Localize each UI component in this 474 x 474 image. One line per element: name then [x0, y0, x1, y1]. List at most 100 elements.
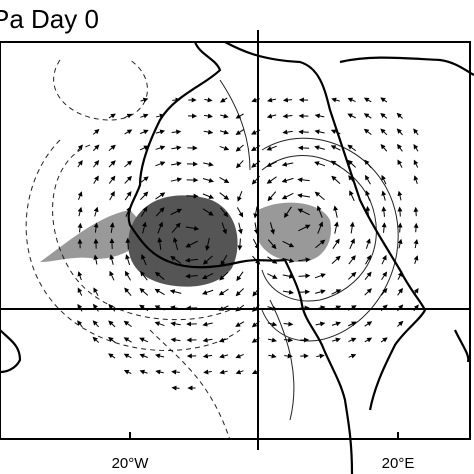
wind-arrow — [171, 161, 182, 167]
wind-arrow — [283, 337, 294, 343]
wind-arrow — [156, 113, 165, 119]
wind-arrow — [155, 353, 165, 359]
wind-arrow — [140, 97, 149, 103]
wind-arrow — [155, 207, 165, 217]
wind-arrow — [413, 159, 419, 168]
wind-arrow — [124, 270, 131, 281]
wind-arrow — [154, 271, 165, 280]
wind-arrow — [109, 270, 115, 281]
wind-arrow — [297, 177, 310, 183]
wind-arrow — [297, 145, 310, 151]
wind-arrow — [331, 255, 341, 264]
wind-arrow — [123, 320, 132, 328]
wind-arrow — [235, 369, 244, 375]
wind-arrow — [281, 177, 294, 183]
wind-arrow — [314, 113, 325, 119]
wind-arrow — [139, 129, 149, 135]
wind-arrow — [413, 128, 419, 136]
wind-arrow — [266, 113, 277, 119]
wind-arrow — [93, 160, 100, 168]
wind-arrow — [381, 190, 387, 201]
wind-arrow — [316, 353, 325, 359]
wind-arrow — [267, 97, 277, 103]
wind-arrow — [202, 337, 213, 343]
wind-arrow — [204, 97, 213, 103]
wind-arrow — [317, 221, 324, 234]
wind-arrow — [205, 237, 210, 251]
wind-arrow — [141, 221, 147, 234]
wind-arrow — [237, 190, 243, 202]
wind-arrow — [298, 224, 311, 232]
wind-arrow — [363, 97, 372, 103]
wind-arrow — [298, 273, 311, 279]
wind-arrow — [347, 97, 356, 103]
wind-arrow — [171, 145, 182, 151]
wind-arrow — [123, 337, 132, 343]
wind-arrow — [140, 191, 149, 201]
wind-arrow — [218, 288, 229, 296]
wind-arrow — [267, 321, 278, 327]
wind-arrow — [315, 321, 326, 327]
wind-arrow — [139, 176, 149, 184]
wind-arrow — [92, 320, 100, 328]
wind-arrow — [282, 240, 295, 248]
wind-arrow — [397, 222, 403, 233]
wind-arrow — [314, 273, 326, 279]
wind-arrow — [108, 336, 116, 343]
wind-arrow — [139, 353, 148, 359]
wind-arrow — [365, 238, 371, 249]
wind-arrow — [330, 160, 341, 168]
wind-arrow — [282, 273, 295, 279]
wind-arrow — [314, 161, 326, 167]
wind-arrow — [93, 206, 99, 217]
wind-arrow — [202, 353, 213, 359]
wind-arrow — [396, 112, 403, 119]
wind-arrow — [77, 271, 83, 281]
wind-arrow — [219, 353, 229, 359]
wind-arrow — [267, 273, 278, 279]
wind-arrow — [284, 353, 293, 359]
wind-arrow — [140, 271, 148, 281]
wind-arrow — [220, 207, 229, 218]
wind-arrow — [266, 145, 277, 151]
wind-arrow — [124, 113, 133, 119]
wind-arrow — [108, 353, 116, 359]
wind-arrow — [155, 161, 166, 167]
wind-arrow — [219, 271, 229, 281]
wind-arrow — [235, 129, 244, 136]
wind-arrow — [77, 222, 83, 233]
wind-arrow — [413, 287, 419, 296]
wind-arrow — [139, 145, 149, 151]
wind-arrow — [348, 175, 356, 185]
wind-arrow — [267, 337, 277, 343]
wind-arrow — [281, 161, 294, 167]
wind-arrow — [202, 177, 214, 183]
wind-arrow — [220, 97, 228, 103]
wind-arrow — [348, 337, 357, 343]
wind-arrow — [413, 175, 419, 184]
wind-arrow — [413, 143, 419, 152]
wind-arrow — [380, 97, 388, 103]
wind-arrow — [397, 271, 403, 280]
wind-arrow — [219, 192, 230, 200]
wind-arrow — [314, 129, 325, 135]
wind-arrow — [171, 369, 180, 375]
wind-arrow — [202, 255, 213, 265]
wind-arrow — [109, 238, 115, 249]
wind-arrow — [283, 321, 294, 327]
wind-arrow — [380, 287, 388, 296]
wind-arrow — [155, 369, 164, 375]
wind-arrow — [219, 129, 229, 135]
wind-arrow — [154, 288, 165, 296]
wind-arrow — [365, 205, 371, 218]
wind-arrow — [281, 192, 294, 200]
wind-arrow — [347, 113, 356, 119]
wind-arrow — [125, 237, 131, 250]
wind-arrow — [298, 257, 311, 263]
wind-arrow — [397, 143, 403, 152]
wind-arrow — [330, 145, 341, 151]
wind-vectors — [77, 97, 419, 391]
wind-arrow — [171, 385, 180, 391]
wind-arrow — [397, 190, 403, 201]
wind-arrow — [236, 160, 244, 169]
